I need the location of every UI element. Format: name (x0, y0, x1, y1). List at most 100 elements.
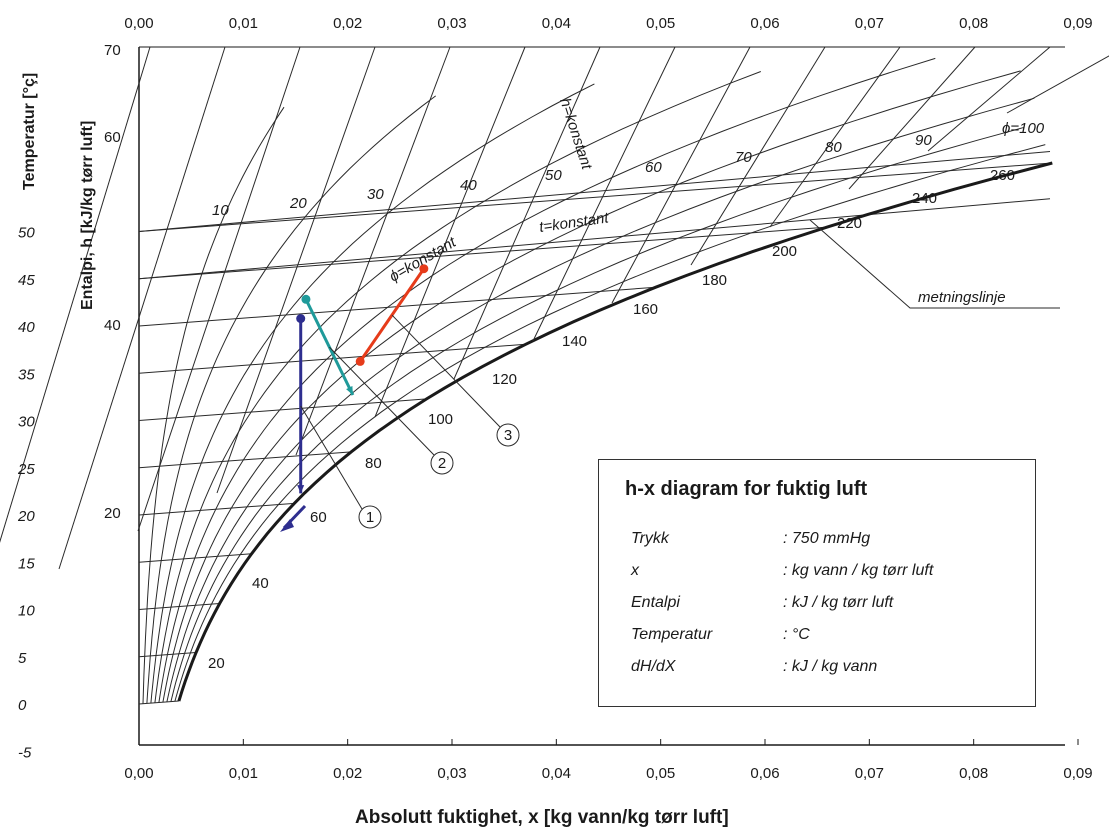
direction-scale-label: 140 (562, 333, 587, 350)
direction-scale-label: 40 (252, 575, 269, 592)
y-axis-title-enthalpy: Entalpi, h [kJ/kg tørr luft] (79, 121, 96, 310)
rh-curve (166, 97, 1035, 703)
rh-label: 30 (367, 186, 384, 203)
process-label-circle-3 (496, 423, 520, 447)
temperature-tick-label: 30 (18, 414, 35, 431)
rh-label: 90 (915, 132, 932, 149)
isotherm-line (138, 398, 427, 421)
rh-label: 80 (825, 139, 842, 156)
rh-label: 20 (289, 195, 307, 212)
process-label-1: 1 (366, 509, 374, 526)
direction-scale-label: 120 (492, 371, 517, 388)
legend-key: Temperatur (631, 626, 713, 643)
x-axis-title: Absolutt fuktighet, x [kg vann/kg tørr l… (355, 807, 729, 828)
x-tick-label: 0,02 (333, 765, 362, 782)
enthalpy-tick-label: 20 (104, 505, 121, 522)
t-constant-annotation: t=konstant (538, 209, 610, 236)
rh-curve (146, 95, 436, 704)
enthalpy-line (611, 46, 751, 304)
temperature-tick-label: 25 (17, 461, 35, 478)
temperature-tick-label: 35 (18, 366, 35, 383)
direction-scale-label: 260 (990, 167, 1015, 184)
temperature-tick-label: 15 (18, 555, 35, 572)
process-label-circle-2 (430, 451, 454, 475)
enthalpy-line (0, 46, 151, 543)
process-label-3: 3 (504, 427, 512, 444)
enthalpy-line (532, 46, 676, 342)
direction-scale-label: 60 (310, 509, 327, 526)
enthalpy-tick-label: 60 (104, 129, 121, 146)
x-tick-label: 0,01 (229, 765, 258, 782)
process-leader-3 (391, 314, 501, 428)
y-axis-title-temperature: Temperatur [°ç] (21, 73, 38, 190)
process-lines: 1 2 3 (280, 264, 520, 532)
x-tick-label-top: 0,02 (333, 15, 362, 32)
temperature-tick-label: 40 (18, 319, 35, 336)
process-start-dot-2 (301, 294, 311, 304)
process-start-dot-3 (355, 356, 365, 366)
rh-curve (174, 144, 1046, 702)
process-leader-1 (300, 405, 363, 510)
enthalpy-line (58, 46, 226, 570)
legend-value: : kJ / kg vann (783, 658, 878, 675)
saturation-curve (177, 161, 1053, 702)
enthalpy-line (769, 46, 901, 228)
x-tick-label-top: 0,06 (750, 15, 779, 32)
isotherm-line (138, 502, 295, 516)
temperature-tick-label: 45 (18, 272, 35, 289)
rh-curve (162, 70, 1021, 703)
legend-value: : kg vann / kg tørr luft (783, 562, 934, 579)
isotherm-line (138, 451, 352, 469)
enthalpy-tick-label: 40 (104, 317, 121, 334)
enthalpy-line (295, 46, 451, 456)
direction-scale-label: 180 (702, 272, 727, 289)
x-tick-label: 0,06 (750, 765, 779, 782)
legend-row-enthalpy: Entalpi : kJ / kg tørr luft (631, 594, 893, 612)
process-end-dot-3 (419, 264, 429, 274)
temperature-tick-label: -5 (18, 744, 32, 761)
direction-scale-label: 200 (772, 243, 797, 260)
legend-row-dhdx: dH/dX : kJ / kg vann (631, 658, 877, 676)
process-label-2: 2 (438, 455, 446, 472)
x-tick-label-top: 0,04 (542, 15, 571, 32)
rh-label: 10 (212, 202, 229, 219)
legend-box: h-x diagram for fuktig luft Trykk : 750 … (598, 459, 1036, 707)
enthalpy-tick-label: 70 (104, 42, 121, 59)
rh-curve (158, 57, 936, 703)
legend-key: x (631, 562, 639, 579)
process-arrow-1-branch (280, 519, 294, 532)
x-tick-label-top: 0,08 (959, 15, 988, 32)
x-tick-label-top: 0,09 (1063, 15, 1092, 32)
x-tick-label: 0,05 (646, 765, 675, 782)
direction-scale-label: 160 (633, 301, 658, 318)
rh-label: ϕ=100 (1002, 120, 1045, 137)
x-tick-label: 0,04 (542, 765, 571, 782)
x-tick-label: 0,03 (437, 765, 466, 782)
temperature-tick-label: 20 (17, 508, 35, 525)
enthalpy-line (216, 46, 376, 494)
legend-key: Trykk (631, 530, 669, 547)
rh-curve (142, 106, 285, 704)
x-tick-label-top: 0,03 (437, 15, 466, 32)
saturation-leader (809, 219, 1060, 309)
chart-labels: 0,00 0,00 0,01 0,01 0,02 0,02 0,03 0,03 0,04 0,04… (17, 15, 1093, 828)
enthalpy-line (137, 46, 301, 532)
rh-label: 40 (460, 177, 477, 194)
saturation-annotation: metningslinje (918, 289, 1006, 306)
direction-scale-label: 20 (208, 655, 225, 672)
isotherm-line (138, 198, 1051, 280)
x-tick-label-top: 0,00 (124, 15, 153, 32)
process-arrow-1 (297, 485, 305, 494)
rh-curve (170, 126, 1025, 702)
x-tick-label: 0,00 (124, 765, 153, 782)
enthalpy-line (374, 46, 526, 418)
isotherm-line (138, 226, 827, 280)
temperature-tick-label: 50 (18, 225, 35, 242)
rh-label: 60 (645, 159, 662, 176)
enthalpy-line (453, 46, 601, 380)
enthalpy-line (690, 46, 826, 266)
legend-value: : 750 mmHg (783, 530, 871, 547)
x-tick-label-top: 0,05 (646, 15, 675, 32)
rh-curve (150, 83, 595, 704)
